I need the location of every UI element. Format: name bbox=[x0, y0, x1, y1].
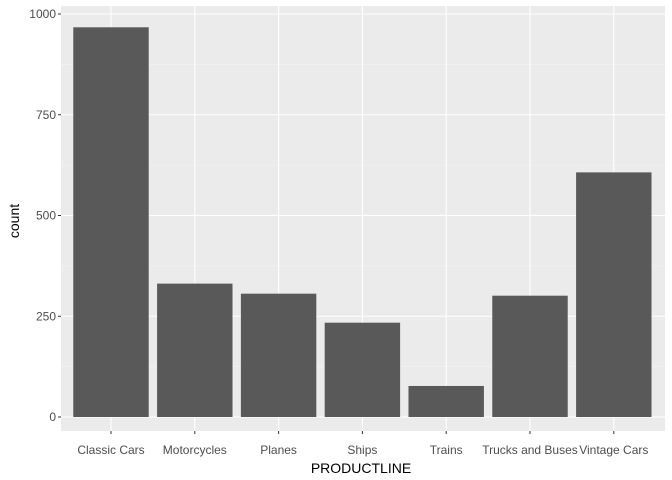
x-tick-label: Ships bbox=[347, 443, 377, 457]
y-axis-title: count bbox=[6, 204, 22, 238]
bar-vintage-cars bbox=[576, 172, 652, 417]
bars bbox=[73, 27, 652, 417]
bar-trains bbox=[408, 385, 484, 417]
x-tick-label: Classic Cars bbox=[77, 443, 144, 457]
y-tick-label: 250 bbox=[36, 309, 56, 323]
y-tick-label: 1000 bbox=[29, 7, 56, 21]
bar-trucks-and-buses bbox=[492, 295, 568, 417]
x-tick-label: Vintage Cars bbox=[579, 443, 648, 457]
x-tick-label: Planes bbox=[260, 443, 297, 457]
y-axis: 0 250 500 750 1000 bbox=[29, 7, 61, 424]
x-tick-label: Motorcycles bbox=[163, 443, 227, 457]
y-tick-label: 500 bbox=[36, 209, 56, 223]
x-axis: Classic Cars Motorcycles Planes Ships Trains… bbox=[77, 431, 648, 457]
bar-ships bbox=[324, 322, 401, 417]
y-tick-label: 750 bbox=[36, 108, 56, 122]
x-tick-label: Trucks and Buses bbox=[482, 443, 578, 457]
bar-classic-cars bbox=[73, 27, 149, 417]
y-tick-label: 0 bbox=[49, 410, 56, 424]
x-axis-title: PRODUCTLINE bbox=[311, 460, 411, 476]
x-tick-label: Trains bbox=[430, 443, 463, 457]
bar-motorcycles bbox=[157, 283, 233, 417]
bar-planes bbox=[240, 293, 317, 417]
